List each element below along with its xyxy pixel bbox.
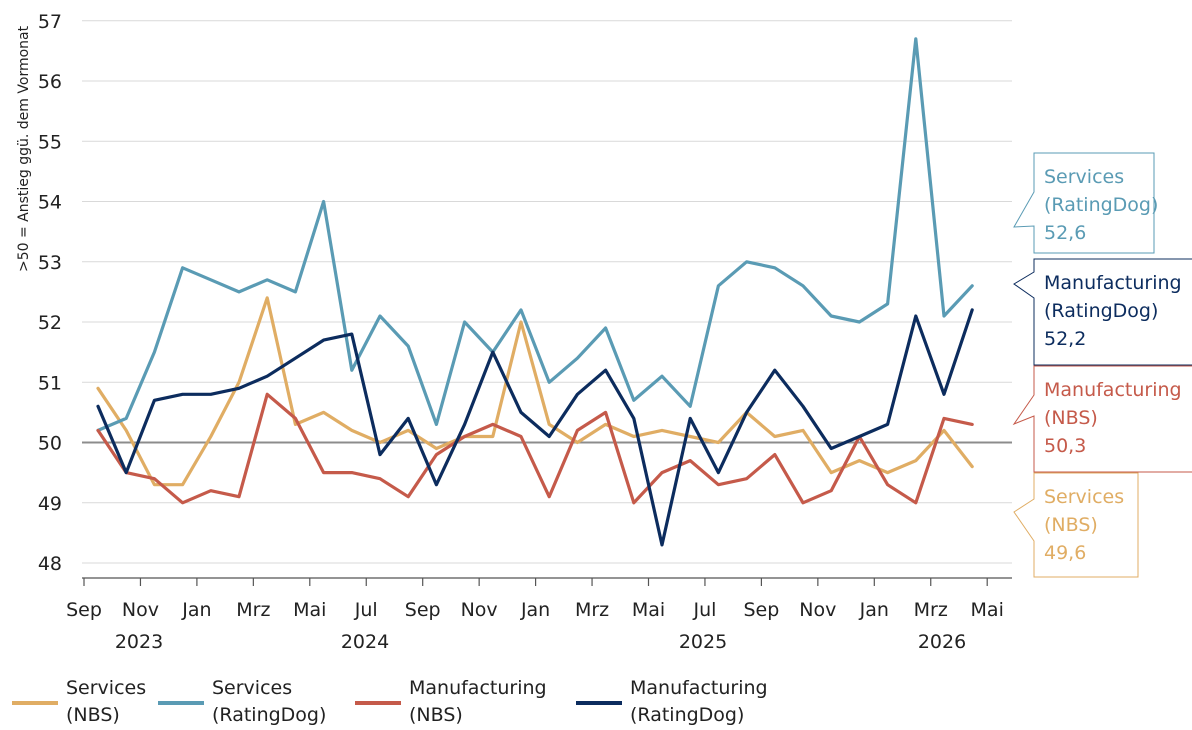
callout-text-line: (RatingDog) [1044, 300, 1158, 322]
callout-text-line: Services [1044, 166, 1124, 188]
legend-label: Manufacturing [409, 677, 547, 699]
callout-0: Services (RatingDog) 52,6 [1013, 152, 1158, 254]
x-year-label-2025: 2025 [679, 631, 727, 653]
legend-label: Services [212, 677, 292, 699]
y-tick-57: 57 [38, 11, 62, 33]
x-year-label-2023: 2023 [115, 631, 163, 653]
x-tick-label: Jan [859, 599, 889, 621]
x-tick-label: Mai [632, 599, 665, 621]
x-tick-label: Jul [354, 599, 378, 621]
x-tick-label: Mrz [914, 599, 948, 621]
series-line-2 [96, 392, 974, 505]
x-tick-label: Nov [461, 599, 498, 621]
y-tick-52: 52 [38, 312, 62, 334]
callout-1: Manufacturing (RatingDog) 52,2 [1013, 258, 1192, 366]
y-axis-label: >50 = Anstieg ggü. dem Vormonat [16, 25, 32, 272]
series-line-3 [96, 308, 974, 547]
callout-box [1013, 472, 1139, 578]
legend-item-0: Services (NBS) [12, 677, 146, 726]
x-tick-label: Mrz [575, 599, 609, 621]
callout-text-line: Services [1044, 486, 1124, 508]
x-tick-label: Sep [405, 599, 441, 621]
callout-text-line: 52,6 [1044, 222, 1086, 244]
legend-label: (RatingDog) [630, 704, 744, 726]
gridlines [82, 20, 1012, 564]
x-tick-label: Mrz [236, 599, 270, 621]
callout-box [1012, 365, 1192, 473]
x-tick-label: Jan [520, 599, 550, 621]
y-tick-49: 49 [38, 493, 62, 515]
x-year-label-2024: 2024 [341, 631, 389, 653]
y-tick-51: 51 [38, 372, 62, 394]
y-tick-50: 50 [38, 433, 62, 455]
y-axis-ticks: 48 49 50 51 52 53 54 55 56 57 [38, 11, 62, 575]
x-year-label-2026: 2026 [918, 631, 966, 653]
legend-label: Manufacturing [630, 677, 768, 699]
callout-text-line: (NBS) [1044, 514, 1098, 536]
x-tick-label: Mai [293, 599, 326, 621]
y-tick-54: 54 [38, 192, 62, 214]
legend-label: (NBS) [66, 704, 120, 726]
legend-label: (NBS) [409, 704, 463, 726]
x-tick-label: Jan [181, 599, 211, 621]
x-tick-label: Sep [743, 599, 779, 621]
x-tick-label: Sep [66, 599, 102, 621]
legend: Services(NBS)Services(RatingDog)Manufact… [12, 677, 768, 726]
callout-2: Manufacturing (NBS) 50,3 [1012, 365, 1192, 473]
x-tick-label: Nov [122, 599, 159, 621]
callout-text-line: Manufacturing [1044, 379, 1182, 401]
x-tick-label: Jul [692, 599, 716, 621]
y-tick-53: 53 [38, 252, 62, 274]
y-tick-56: 56 [38, 71, 62, 93]
x-tick-label: Nov [799, 599, 836, 621]
callout-box [1013, 152, 1155, 254]
series-line-1 [96, 37, 974, 432]
callout-text-line: Manufacturing [1044, 272, 1182, 294]
legend-item-2: Manufacturing (NBS) [355, 677, 547, 726]
series-line-0 [96, 296, 974, 487]
callout-text-line: 52,2 [1044, 328, 1086, 350]
callout-box [1013, 258, 1192, 366]
series-lines [96, 37, 974, 547]
legend-label: Services [66, 677, 146, 699]
callout-3: Services (NBS) 49,6 [1013, 472, 1139, 578]
callout-text-line: (RatingDog) [1044, 194, 1158, 216]
legend-item-3: Manufacturing (RatingDog) [576, 677, 768, 726]
callout-text-line: (NBS) [1044, 407, 1098, 429]
y-tick-55: 55 [38, 131, 62, 153]
y-tick-48: 48 [38, 553, 62, 575]
x-tick-label: Mai [971, 599, 1004, 621]
legend-item-1: Services (RatingDog) [158, 677, 326, 726]
legend-label: (RatingDog) [212, 704, 326, 726]
callout-text-line: 50,3 [1044, 435, 1086, 457]
callouts: Services (RatingDog) 52,6 Manufacturing (Rat… [1012, 152, 1192, 578]
callout-text-line: 49,6 [1044, 542, 1086, 564]
x-axis: Sep Nov Jan Mrz Mai Jul Sep Nov Jan Mrz Mai Jul Sep N… [66, 577, 1012, 653]
